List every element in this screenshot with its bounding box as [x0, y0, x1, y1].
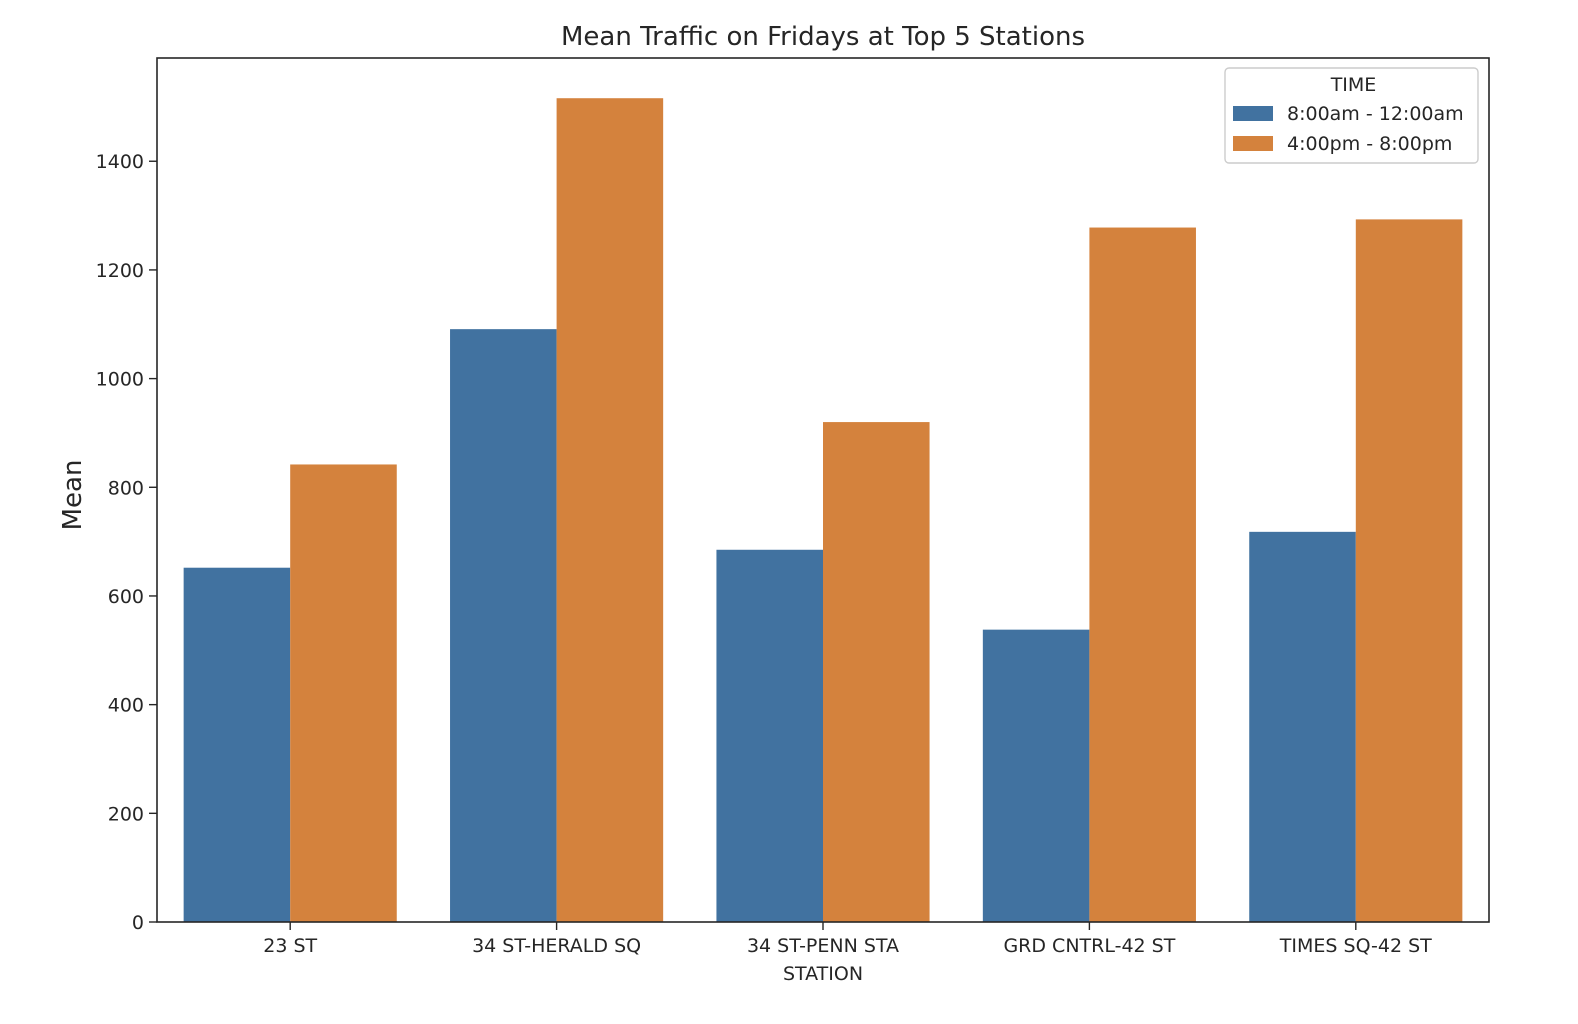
x-axis-label: STATION	[783, 963, 863, 985]
y-tick-label: 400	[108, 695, 144, 717]
bar-2-1	[290, 464, 397, 922]
chart-title: Mean Traffic on Fridays at Top 5 Station…	[561, 22, 1085, 52]
y-tick-label: 1200	[96, 260, 144, 282]
legend-title: TIME	[1330, 74, 1377, 96]
y-tick-label: 0	[132, 912, 144, 934]
bar-1-4	[982, 629, 1090, 922]
bar-1-2	[450, 329, 557, 922]
legend-swatch-2	[1233, 136, 1273, 151]
bar-1-3	[716, 549, 823, 922]
y-tick-label: 1000	[96, 369, 144, 391]
bar-1-5	[1249, 531, 1356, 922]
x-tick-label: 34 ST-PENN STA	[747, 935, 899, 957]
y-tick-label: 200	[108, 803, 144, 825]
y-tick-label: 800	[108, 477, 144, 499]
bar-1-1	[183, 567, 291, 922]
legend-box	[1224, 67, 1479, 164]
bar-2-5	[1355, 219, 1463, 922]
legend-swatch-1	[1233, 106, 1273, 121]
x-tick-label: 34 ST-HERALD SQ	[472, 935, 641, 957]
bar-2-3	[823, 422, 930, 922]
legend-label-2: 4:00pm - 8:00pm	[1287, 133, 1452, 155]
x-tick-label: TIMES SQ-42 ST	[1279, 935, 1432, 957]
x-tick-label: 23 ST	[263, 935, 317, 957]
y-tick-label: 1400	[96, 151, 144, 173]
plot-area: 0 200 400 600 800 1000 1200 1400 23 ST 34 ST-HERA…	[96, 57, 1490, 985]
bar-2-4	[1089, 227, 1196, 923]
y-tick-label: 600	[108, 586, 144, 608]
y-axis-label: Mean	[58, 460, 88, 531]
bar-2-2	[556, 98, 664, 922]
legend-label-1: 8:00am - 12:00am	[1287, 103, 1464, 125]
x-tick-label: GRD CNTRL-42 ST	[1003, 935, 1175, 957]
legend: TIME 8:00am - 12:00am 4:00pm - 8:00pm	[1224, 67, 1479, 164]
